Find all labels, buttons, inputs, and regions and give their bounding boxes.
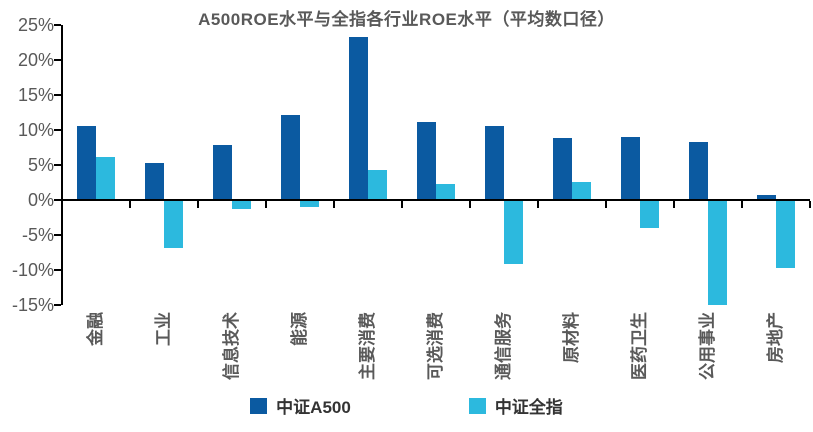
y-axis-tick-label: -5% [21, 225, 54, 245]
y-axis-tick-label: 25% [17, 15, 54, 35]
bar [776, 201, 795, 269]
y-axis-tick [54, 269, 61, 271]
bar [621, 137, 640, 199]
x-axis-tick [197, 201, 199, 208]
legend-swatch [468, 397, 486, 414]
y-axis-tick-label: 0% [27, 190, 54, 210]
x-axis-label: 通信服务 [470, 312, 538, 402]
y-axis-tick [54, 24, 61, 26]
x-axis-label: 信息技术 [198, 312, 266, 402]
y-axis-tick-label: 10% [17, 120, 54, 140]
x-axis-label-text: 工业 [154, 312, 173, 346]
bar [504, 201, 523, 264]
x-axis-label-text: 医药卫生 [630, 312, 649, 380]
bar [232, 201, 251, 210]
y-axis-tick [54, 164, 61, 166]
bar [145, 162, 164, 199]
x-axis-tick [673, 201, 675, 208]
bar [213, 145, 232, 199]
y-axis-tick-label: 15% [17, 85, 54, 105]
legend-item: 中证A500 [250, 393, 351, 418]
bar [572, 182, 591, 199]
x-axis-label: 可选消费 [402, 312, 470, 402]
x-axis-label-text: 信息技术 [222, 312, 241, 380]
y-axis-tick [54, 304, 61, 306]
x-axis-label-text: 原材料 [562, 312, 581, 363]
bar [368, 170, 387, 199]
bar [689, 142, 708, 199]
legend-item: 中证全指 [468, 393, 563, 418]
x-axis-label: 主要消费 [334, 312, 402, 402]
bar [164, 201, 183, 248]
x-axis-label: 公用事业 [674, 312, 742, 402]
legend-swatch [250, 397, 268, 414]
bar [417, 122, 436, 199]
y-axis-tick [54, 59, 61, 61]
y-axis-tick [54, 199, 61, 201]
x-axis-label: 原材料 [538, 312, 606, 402]
x-axis-tick [537, 201, 539, 208]
x-axis-label-text: 主要消费 [358, 312, 377, 380]
y-axis-tick [54, 129, 61, 131]
x-axis-label-text: 能源 [290, 312, 309, 346]
x-axis-tick [741, 201, 743, 208]
y-axis-tick-label: -10% [11, 260, 54, 280]
y-axis-tick-label: 5% [27, 155, 54, 175]
bar [281, 115, 300, 199]
x-axis-label-text: 公用事业 [698, 312, 717, 380]
x-axis-tick [61, 201, 63, 208]
bar [349, 37, 368, 199]
y-axis-tick [54, 94, 61, 96]
x-axis-tick [333, 201, 335, 208]
y-axis-tick [54, 234, 61, 236]
bar [436, 184, 455, 199]
bar [757, 194, 776, 199]
x-axis-label: 房地产 [742, 312, 810, 402]
y-axis-tick-label: 20% [17, 50, 54, 70]
x-axis-line [62, 199, 810, 201]
x-axis-tick [605, 201, 607, 208]
bar [300, 201, 319, 208]
x-axis-tick [129, 201, 131, 208]
x-axis-tick [809, 201, 811, 208]
x-axis-label: 医药卫生 [606, 312, 674, 402]
x-axis-label-text: 可选消费 [426, 312, 445, 380]
bar [77, 126, 96, 199]
x-axis-label-text: 通信服务 [494, 312, 513, 380]
legend: 中证A500 中证全指 [0, 393, 813, 418]
legend-label: 中证全指 [494, 398, 563, 417]
x-axis-tick [265, 201, 267, 208]
bar [96, 157, 115, 199]
bar [640, 201, 659, 228]
bar [553, 138, 572, 199]
x-axis-label: 能源 [266, 312, 334, 402]
x-axis-label: 工业 [130, 312, 198, 402]
y-axis-line [61, 25, 63, 305]
legend-label: 中证A500 [276, 398, 351, 417]
chart-title: A500ROE水平与全指各行业ROE水平（平均数口径） [198, 10, 615, 29]
x-axis-tick [469, 201, 471, 208]
x-axis-label-text: 金融 [86, 312, 105, 346]
y-axis-tick-label: -15% [11, 295, 54, 315]
x-axis-label-text: 房地产 [766, 312, 785, 363]
x-axis-label: 金融 [62, 312, 130, 402]
bar [485, 126, 504, 199]
x-axis-tick [401, 201, 403, 208]
bar [708, 201, 727, 306]
